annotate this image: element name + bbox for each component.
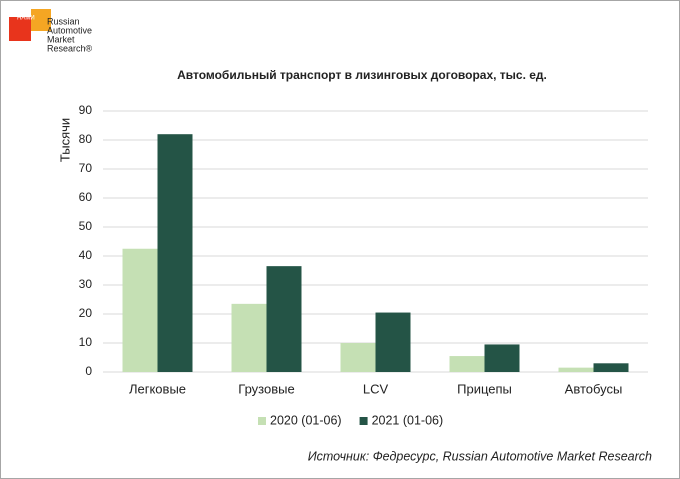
bar — [340, 343, 376, 372]
y-tick-label: 90 — [79, 103, 93, 117]
y-tick-label: 50 — [79, 219, 93, 233]
bar — [122, 248, 158, 372]
bar — [484, 344, 520, 372]
logo-square-red — [9, 17, 31, 41]
bar — [449, 356, 485, 372]
bar — [558, 367, 594, 372]
chart-title: Автомобильный транспорт в лизинговых дог… — [177, 68, 547, 82]
y-tick-label: 30 — [79, 277, 93, 291]
logo-square-orange — [31, 9, 51, 31]
bar — [593, 363, 629, 372]
x-tick-label: LCV — [363, 381, 389, 396]
x-tick-label: Прицепы — [457, 381, 512, 396]
x-tick-label: Грузовые — [238, 381, 294, 396]
legend-swatch — [258, 417, 266, 425]
y-tick-label: 80 — [79, 132, 93, 146]
x-tick-label: Легковые — [129, 381, 186, 396]
logo-text: НАМИ — [17, 16, 35, 22]
y-tick-label: 0 — [85, 364, 92, 378]
y-tick-label: 60 — [79, 190, 93, 204]
source: Источник: Федресурс, Russian Automotive … — [308, 449, 652, 463]
bar — [157, 134, 193, 372]
y-tick-label: 70 — [79, 161, 93, 175]
legend-swatch — [359, 417, 368, 425]
x-tick-label: Автобусы — [565, 381, 623, 396]
y-tick-label: 10 — [79, 335, 93, 349]
logo-text: Russian — [47, 16, 80, 26]
logo-text: Research® — [47, 43, 93, 53]
y-tick-label: 40 — [79, 248, 93, 262]
bar — [266, 266, 302, 372]
y-axis-label: Тысячи — [57, 118, 72, 162]
logo-text: Automotive — [47, 25, 92, 35]
logo-text: Market — [47, 34, 75, 44]
bar — [231, 303, 267, 372]
bar — [375, 312, 411, 372]
legend-label: 2021 (01-06) — [372, 413, 444, 427]
y-tick-label: 20 — [79, 306, 93, 320]
logo: НАМИ Russian Automotive Market Research® — [9, 9, 93, 53]
legend-label: 2020 (01-06) — [270, 413, 342, 427]
